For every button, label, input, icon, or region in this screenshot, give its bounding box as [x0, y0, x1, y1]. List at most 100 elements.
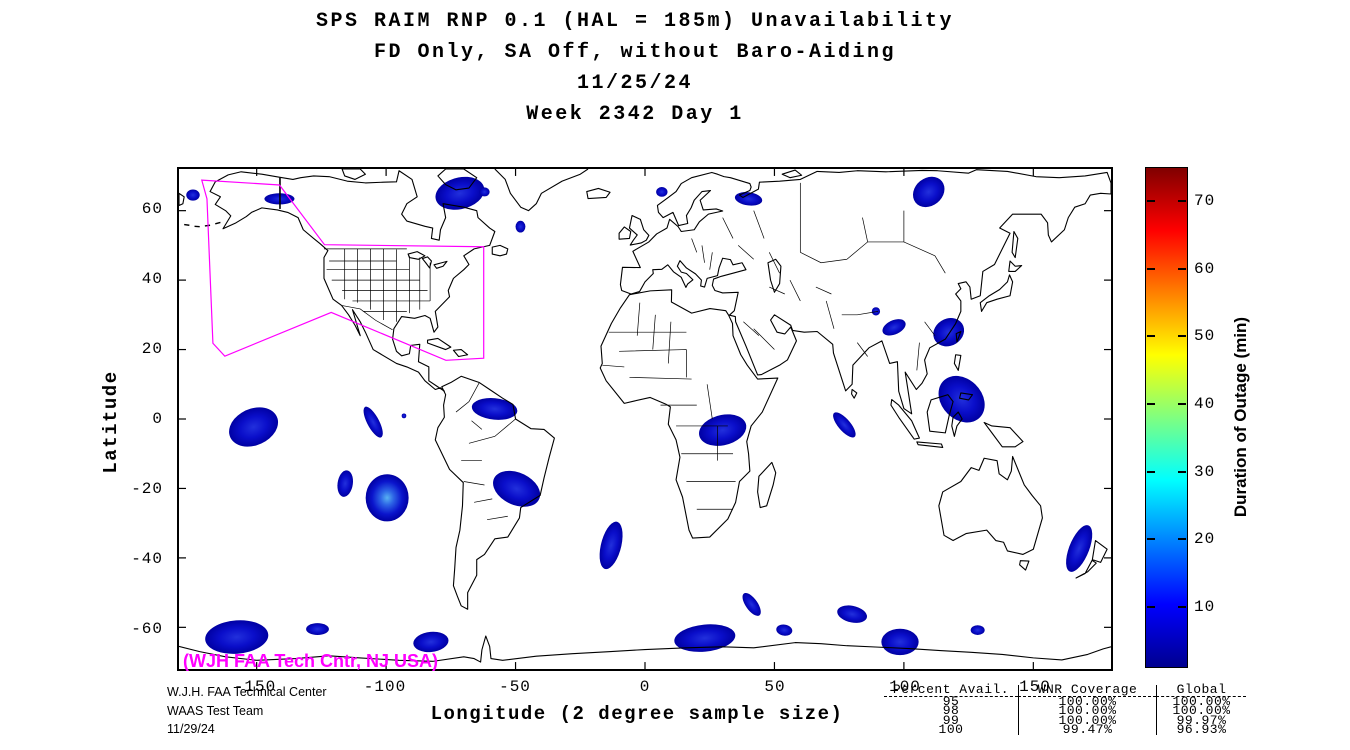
colorbar-tick-label: 10	[1194, 598, 1216, 617]
colorbar-tick-label: 60	[1194, 259, 1216, 278]
outage-region	[229, 407, 279, 447]
coastline-layer	[179, 169, 1111, 662]
outage-region	[205, 620, 269, 654]
x-tick-label: -50	[499, 678, 531, 696]
aleutians-dots	[184, 222, 220, 226]
outage-region	[435, 176, 485, 210]
colorbar-tick-mark	[1178, 335, 1186, 338]
outage-region	[699, 414, 747, 446]
outage-region	[1066, 525, 1093, 572]
eurasia-coast	[620, 170, 1111, 414]
y-tick-label: 60	[141, 200, 163, 218]
outage-region	[479, 187, 490, 197]
availability-column-header: Percent Avail.	[884, 683, 1018, 697]
colorbar-tick-mark	[1178, 267, 1186, 270]
availability-table: Percent Avail. WNR Coverage Global 95 100.00…	[884, 683, 1246, 736]
x-axis-label: Longitude (2 degree sample size)	[430, 703, 844, 725]
title-line-4: Week 2342 Day 1	[526, 103, 744, 126]
outage-region	[471, 397, 518, 420]
south-america-coast	[435, 376, 554, 609]
y-tick-label: 0	[152, 410, 163, 428]
outage-region	[365, 474, 409, 522]
availability-cell: 100.00%	[1156, 704, 1246, 717]
availability-cell: 96.93%	[1156, 724, 1246, 736]
outage-region	[674, 624, 736, 652]
x-tick-label: 0	[639, 678, 651, 696]
colorbar-tick-label: 70	[1194, 191, 1216, 210]
colorbar-tick-mark	[1147, 335, 1155, 338]
country-borders-layer	[280, 178, 945, 520]
outage-region	[833, 412, 856, 438]
y-tick-label: -60	[131, 620, 163, 638]
colorbar-tick-mark	[1147, 199, 1155, 202]
outage-region	[493, 470, 541, 507]
title-line-1: SPS RAIM RNP 0.1 (HAL = 185m) Unavailabi…	[315, 10, 955, 33]
x-tick-label: 50	[764, 678, 786, 696]
colorbar-tick-mark	[1178, 402, 1186, 405]
availability-cell: 100.00%	[1018, 714, 1156, 727]
x-tick-label: -150	[233, 678, 277, 696]
outage-region	[912, 176, 945, 208]
y-tick-label: -20	[131, 480, 163, 498]
title-line-3: 11/25/24	[576, 72, 693, 95]
availability-cell: 99.97%	[1156, 714, 1246, 727]
antarctica-coast	[179, 636, 1111, 662]
availability-cell: 100.00%	[1018, 704, 1156, 717]
colorbar-tick-mark	[1178, 470, 1186, 473]
outage-region	[837, 605, 868, 623]
outage-region	[742, 592, 761, 616]
colorbar-tick-mark	[1147, 606, 1155, 609]
x-tick-label: 150	[1019, 678, 1051, 696]
outage-region	[656, 187, 668, 197]
availability-column-header: WNR Coverage	[1018, 683, 1156, 697]
outage-region	[401, 413, 407, 419]
north-america-coast	[210, 171, 495, 391]
africa-coast	[600, 290, 778, 538]
outage-region	[413, 631, 449, 653]
availability-cell: 99.47%	[1018, 724, 1156, 736]
credit-block: W.J.H. FAA Technical Center WAAS Test Te…	[167, 683, 327, 739]
colorbar-tick-label: 50	[1194, 327, 1216, 346]
outage-region	[881, 628, 919, 656]
colorbar-tick-mark	[1147, 267, 1155, 270]
availability-cell: 100.00%	[1156, 695, 1246, 707]
colorbar-tick-mark	[1147, 538, 1155, 541]
credit-line-2: WAAS Test Team	[167, 703, 264, 718]
outage-region	[363, 406, 383, 438]
availability-column-header: Global	[1156, 683, 1246, 697]
x-tick-label: -100	[363, 678, 407, 696]
availability-cell: 95	[942, 693, 960, 709]
colorbar-tick-label: 30	[1194, 462, 1216, 481]
colorbar	[1145, 167, 1188, 668]
colorbar-tick-label: 40	[1194, 394, 1216, 413]
availability-cell: 100.00%	[1018, 695, 1156, 707]
colorbar-tick-mark	[1178, 538, 1186, 541]
outage-region	[938, 375, 985, 423]
outage-region	[186, 189, 200, 201]
outage-region	[515, 220, 526, 233]
colorbar-tick-mark	[1178, 199, 1186, 202]
islands-coast	[179, 169, 1107, 578]
map-plot-area	[177, 167, 1113, 671]
title-line-2: FD Only, SA Off, without Baro-Aiding	[373, 41, 897, 64]
availability-cell: 98	[942, 703, 960, 719]
availability-cell: 99	[942, 712, 960, 728]
outage-region	[306, 623, 329, 635]
outage-region	[734, 192, 763, 206]
outage-region	[776, 624, 793, 636]
y-tick-label: 20	[141, 340, 163, 358]
colorbar-tick-label: 20	[1194, 530, 1216, 549]
colorbar-tick-mark	[1147, 402, 1155, 405]
colorbar-tick-mark	[1178, 606, 1186, 609]
tech-center-watermark: (WJH FAA Tech Cntr, NJ USA)	[183, 651, 439, 671]
axis-ticks-layer	[179, 169, 1111, 669]
world-borders	[456, 183, 945, 520]
credit-line-3: 11/29/24	[167, 722, 215, 736]
us-state-borders	[324, 249, 430, 330]
outage-region	[337, 470, 353, 497]
outage-region	[599, 521, 623, 570]
waas-coverage-boundary	[202, 180, 484, 360]
outage-region	[882, 319, 906, 336]
plot-title: SPS RAIM RNP 0.1 (HAL = 185m) Unavailabi…	[135, 6, 1135, 130]
